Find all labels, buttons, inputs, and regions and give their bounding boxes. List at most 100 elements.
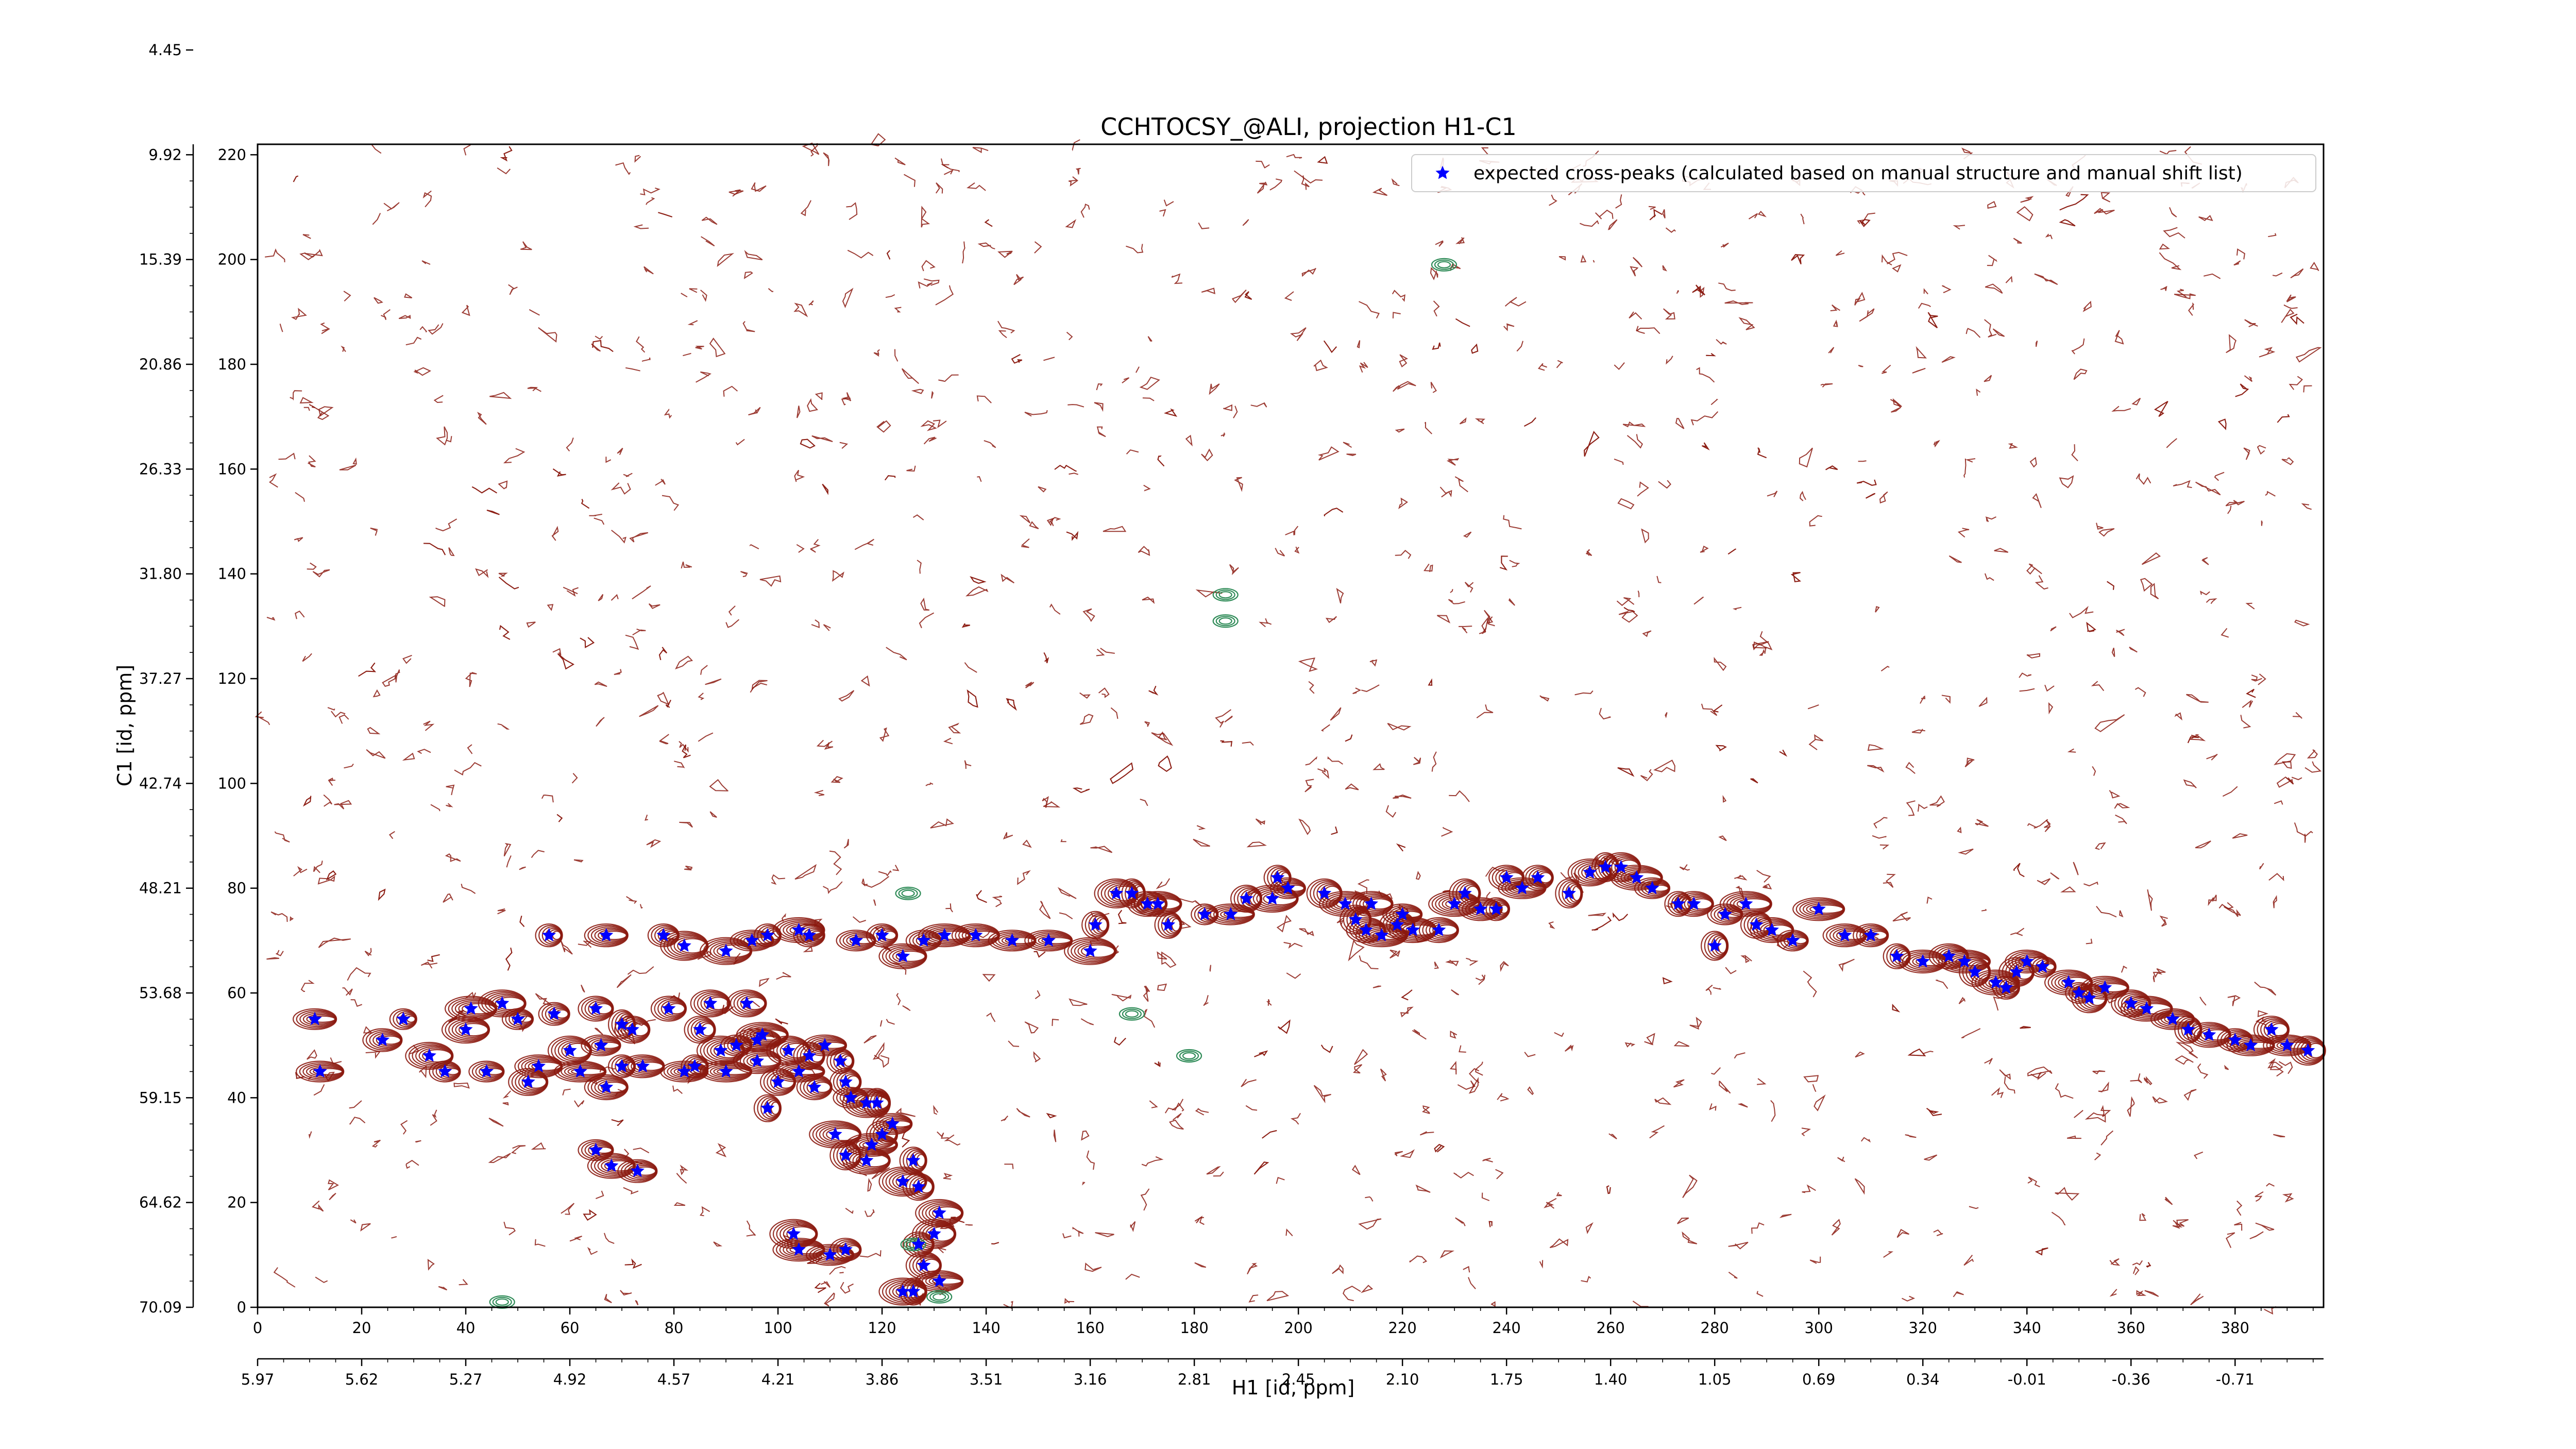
noise-contour (879, 727, 890, 742)
cross-peak-marker (823, 1248, 837, 1261)
noise-contour (1064, 1298, 1074, 1304)
noise-contour (1029, 521, 1039, 529)
noise-contour (1984, 375, 1992, 382)
y-tick-label: 20 (227, 1194, 246, 1211)
noise-contour (672, 1085, 683, 1094)
noise-contour (1096, 383, 1103, 391)
noise-contour (1649, 209, 1663, 221)
noise-contour (1400, 1006, 1414, 1018)
noise-contour (1369, 659, 1378, 667)
noise-contour (2045, 233, 2053, 240)
noise-contour (1957, 528, 1970, 538)
cross-peak-marker (677, 1064, 691, 1078)
noise-contour (318, 937, 351, 948)
cross-peak-marker (843, 1090, 858, 1104)
noise-contour (880, 1020, 883, 1027)
noise-contour (2265, 491, 2276, 497)
cross-peak-marker (838, 1148, 853, 1161)
noise-contour (295, 610, 305, 619)
cross-peak-marker (1630, 870, 1644, 884)
noise-contour (1259, 621, 1268, 628)
noise-contour (1591, 916, 1612, 931)
noise-contour (935, 285, 954, 306)
noise-contour (1478, 974, 1486, 985)
noise-contour (1481, 147, 1488, 155)
noise-contour (2059, 219, 2076, 227)
cross-peak-marker (495, 996, 510, 1009)
noise-contour (1255, 818, 1265, 825)
noise-contour (529, 309, 540, 316)
noise-contour (2214, 471, 2225, 481)
noise-contour (1206, 1166, 1221, 1175)
noise-contour (1802, 1184, 1816, 1193)
noise-contour (1524, 1052, 1536, 1057)
noise-contour (682, 744, 691, 759)
noise-contour (1140, 799, 1148, 806)
noise-contour (1713, 987, 1721, 990)
noise-contour (1630, 266, 1639, 277)
noise-contour (1278, 1019, 1291, 1034)
noise-contour (1149, 1100, 1158, 1108)
noise-contour (1396, 843, 1406, 852)
noise-contour (1911, 729, 1925, 734)
noise-contour (1086, 1150, 1095, 1170)
cross-peak-marker (833, 1053, 848, 1067)
noise-contour (1882, 254, 1892, 266)
noise-contour (1835, 250, 1845, 256)
noise-contour (1380, 1068, 1387, 1082)
cross-peak-marker (937, 928, 952, 941)
noise-contour (2310, 261, 2319, 272)
noise-contour (2159, 252, 2182, 271)
noise-contour (1213, 1171, 1224, 1177)
noise-contour (904, 174, 916, 187)
noise-contour (1801, 1127, 1811, 1137)
noise-contour (1067, 404, 1084, 408)
noise-contour (1372, 763, 1385, 770)
noise-contour (2134, 687, 2146, 697)
noise-contour (743, 271, 753, 279)
y-ppm-tick-label: 4.45 (148, 41, 182, 59)
noise-contour (2233, 260, 2241, 266)
y-ppm-tick-label: 9.92 (148, 146, 182, 163)
noise-contour (374, 297, 383, 304)
negative-contour (1434, 259, 1454, 270)
cross-peak-marker (906, 1153, 921, 1167)
noise-contour (986, 1012, 996, 1022)
noise-contour (1269, 178, 1282, 191)
noise-contour (1556, 360, 1563, 368)
cross-peak-marker (714, 1043, 728, 1057)
noise-contour (2293, 712, 2302, 719)
noise-contour (742, 321, 755, 332)
peak-contour (968, 931, 999, 940)
noise-contour (629, 532, 649, 543)
peak-contour (1839, 931, 1866, 940)
noise-contour (655, 478, 666, 486)
noise-contour (320, 322, 330, 334)
noise-contour (1558, 256, 1566, 261)
noise-contour (1916, 346, 1927, 359)
cross-peak-marker (1197, 907, 1212, 921)
noise-contour (1539, 1260, 1544, 1269)
noise-contour (1172, 1113, 1182, 1121)
noise-contour (2026, 653, 2040, 659)
noise-contour (2098, 1081, 2109, 1092)
noise-contour (423, 720, 435, 731)
cross-peak-marker (422, 1048, 436, 1062)
noise-contour (1463, 1266, 1470, 1273)
cross-peak-marker (375, 1033, 389, 1047)
cross-peak-marker (313, 1064, 327, 1078)
cross-peak-marker (791, 922, 806, 936)
noise-contour (2034, 273, 2058, 285)
noise-contour (2029, 457, 2037, 468)
noise-contour (802, 142, 820, 155)
noise-contour (360, 1223, 371, 1232)
noise-contour (997, 250, 1013, 258)
noise-contour (1756, 870, 1771, 883)
noise-contour (2116, 629, 2125, 636)
noise-contour (1718, 835, 1727, 841)
y-ppm-tick-label: 15.39 (139, 251, 182, 268)
noise-contour (1290, 1113, 1301, 1125)
noise-contour (723, 385, 738, 397)
noise-contour (2119, 910, 2124, 918)
noise-contour (343, 291, 351, 302)
